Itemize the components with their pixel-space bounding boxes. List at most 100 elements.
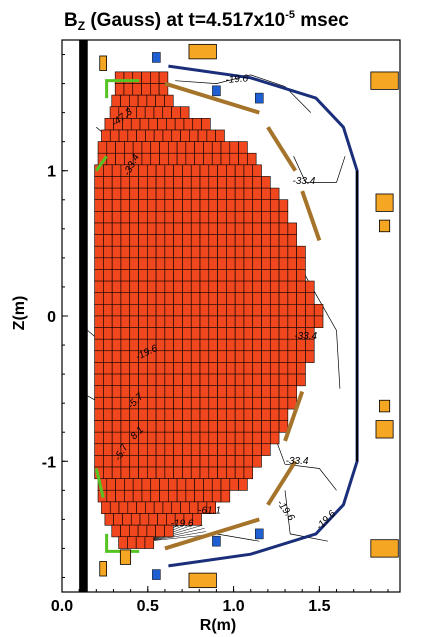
plasma-cell [120, 257, 131, 270]
plasma-cell [164, 466, 174, 480]
plasma-cell [269, 408, 280, 421]
plasma-cell [101, 501, 111, 514]
plasma-cell [138, 292, 148, 305]
plasma-cell [208, 443, 218, 456]
plasma-cell [155, 187, 166, 201]
plasma-cell [173, 373, 183, 387]
plasma-cell [158, 71, 169, 84]
plasma-cell [226, 420, 236, 433]
plasma-cell [101, 129, 111, 143]
plasma-cell [190, 222, 201, 236]
contour-label: -33.4 [293, 176, 316, 187]
plasma-cell [190, 431, 201, 445]
plasma-cell [103, 187, 113, 201]
plasma-cell [173, 350, 183, 363]
plasma-cell [164, 199, 174, 212]
plasma-cell [305, 292, 315, 305]
plasma-cell [162, 129, 173, 143]
coil [370, 539, 399, 558]
plasma-cell [215, 129, 225, 143]
plasma-cell [103, 443, 113, 456]
plasma-cell [182, 222, 192, 236]
contour-line [284, 490, 328, 542]
coil [99, 55, 108, 71]
plasma-cell [226, 164, 236, 177]
plasma-cell [164, 315, 174, 329]
plasma-cell [182, 269, 192, 282]
plasma-cell [203, 489, 213, 503]
plasma-cell [94, 245, 104, 259]
plasma-cell [155, 257, 166, 270]
plasma-cell [287, 245, 297, 259]
plasma-cell [226, 187, 236, 201]
plasma-cell [180, 501, 190, 514]
plasma-cell [94, 187, 104, 201]
divertor-plate [95, 155, 108, 172]
plasma-cell [111, 269, 122, 282]
plasma-cell [243, 455, 254, 468]
plasma-cell [124, 478, 134, 491]
plasma-cell [252, 245, 262, 259]
plasma-cell [199, 176, 210, 189]
plasma-cell [94, 396, 104, 410]
plasma-cell [261, 280, 271, 294]
plasma-cell [182, 443, 192, 456]
plasma-cell [252, 385, 262, 398]
plasma-cell [252, 327, 262, 340]
plasma-cell [190, 315, 201, 329]
plasma-cell [199, 431, 210, 445]
plasma-cell [103, 408, 113, 421]
plasma-cell [208, 350, 218, 363]
passive-plate [266, 126, 298, 172]
plasma-cell [129, 303, 139, 317]
plasma-cell [208, 164, 218, 177]
plasma-cell [217, 327, 227, 340]
plasma-cell [138, 176, 148, 189]
plasma-cell [155, 211, 166, 224]
plasma-cell [199, 338, 210, 352]
coil [188, 572, 217, 589]
plasma-cell [129, 315, 139, 329]
plasma-cell [153, 106, 164, 119]
plasma-cell [252, 431, 262, 445]
plasma-cell [190, 373, 201, 387]
plasma-cell [129, 466, 139, 480]
plasma-cell [147, 245, 157, 259]
plasma-cell [234, 269, 245, 282]
plasma-cell [120, 187, 131, 201]
plasma-cell [120, 350, 131, 363]
plasma-cell [190, 408, 201, 421]
plasma-cell [194, 141, 204, 154]
plasma-cell [136, 129, 146, 143]
plasma-cell [217, 396, 227, 410]
plasma-cell [287, 362, 297, 375]
plasma-cell [164, 269, 174, 282]
plasma-cell [132, 489, 143, 503]
plasma-cell [217, 211, 227, 224]
wall-tile [212, 85, 221, 97]
plasma-cell [111, 385, 122, 398]
plasma-cell [296, 292, 306, 305]
plasma-cell [185, 489, 195, 503]
plasma-cell [94, 269, 104, 282]
plasma-cell [147, 327, 157, 340]
plasma-cell [113, 513, 123, 526]
plasma-cell [199, 315, 210, 329]
plasma-cell [296, 373, 306, 387]
plasma-cell [217, 338, 227, 352]
plasma-cell [164, 176, 174, 189]
plasma-cell [115, 478, 125, 491]
plasma-cell [173, 257, 183, 270]
plasma-cell [103, 350, 113, 363]
plasma-cell [278, 373, 289, 387]
plasma-cell [234, 315, 245, 329]
plasma-cell [120, 199, 131, 212]
fan-line [147, 534, 208, 542]
plasma-cell [182, 257, 192, 270]
plasma-cell [173, 280, 183, 294]
plasma-cell [269, 280, 280, 294]
plasma-cell [94, 350, 104, 363]
plasma-cell [199, 222, 210, 236]
plasma-cell [190, 396, 201, 410]
